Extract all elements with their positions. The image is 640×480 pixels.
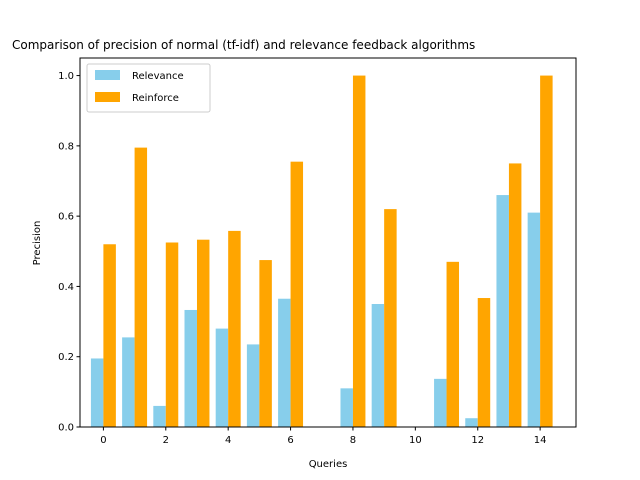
y-tick-label: 0.4	[58, 282, 74, 293]
x-axis-label: Queries	[309, 459, 348, 470]
bar-reinforce-q9	[384, 209, 397, 427]
bar-reinforce-q5	[259, 260, 272, 427]
bar-reinforce-q1	[134, 147, 148, 427]
legend-label-reinforce: Reinforce	[132, 93, 179, 104]
bar-reinforce-q14	[540, 75, 553, 428]
legend: Relevance Reinforce	[86, 63, 211, 113]
bar-relevance-q12	[465, 418, 478, 427]
x-tick-label: 4	[225, 435, 231, 446]
bar-relevance-q5	[246, 344, 260, 427]
legend-label-relevance: Relevance	[132, 71, 184, 82]
bar-reinforce-q11	[446, 261, 460, 427]
bar-reinforce-q0	[103, 244, 116, 427]
chart-title: Comparison of precision of normal (tf-id…	[12, 38, 475, 52]
bar-reinforce-q2	[165, 242, 179, 427]
bar-reinforce-q3	[196, 239, 210, 427]
bar-relevance-q6	[278, 298, 291, 427]
y-axis-ticks: 0.0 0.2 0.4 0.6 0.8 1.0	[58, 71, 80, 434]
bar-relevance-q2	[153, 405, 166, 427]
bar-relevance-q4	[215, 328, 229, 427]
x-tick-label: 0	[100, 435, 106, 446]
bar-reinforce-q13	[508, 163, 522, 427]
bar-relevance-q14	[527, 212, 541, 427]
bar-reinforce-q4	[228, 230, 241, 427]
x-tick-label: 6	[287, 435, 293, 446]
y-tick-label: 0.2	[58, 352, 74, 363]
bar-reinforce-q8	[352, 75, 366, 428]
x-tick-label: 14	[534, 435, 547, 446]
bar-relevance-q0	[90, 358, 104, 427]
plot-frame	[79, 57, 577, 428]
y-tick-label: 0.0	[58, 423, 74, 434]
y-axis-label: Precision	[32, 221, 43, 266]
x-tick-label: 12	[471, 435, 484, 446]
x-axis-ticks: 0 2 4 6 8 10 12 14	[100, 427, 546, 446]
bar-reinforce-q12	[477, 298, 491, 427]
bars-layer	[90, 75, 553, 428]
y-tick-label: 0.6	[58, 212, 74, 223]
bar-relevance-q13	[496, 195, 509, 427]
x-tick-label: 10	[409, 435, 422, 446]
legend-swatch-reinforce	[95, 92, 120, 102]
bar-reinforce-q6	[290, 161, 304, 427]
bar-relevance-q3	[184, 309, 197, 427]
bar-relevance-q1	[122, 337, 135, 427]
bar-relevance-q8	[340, 388, 353, 427]
y-tick-label: 1.0	[58, 71, 74, 82]
y-tick-label: 0.8	[58, 141, 74, 152]
legend-swatch-relevance	[95, 70, 120, 80]
bar-relevance-q11	[434, 378, 447, 427]
x-tick-label: 2	[163, 435, 169, 446]
bar-relevance-q9	[371, 304, 385, 427]
x-tick-label: 8	[350, 435, 356, 446]
